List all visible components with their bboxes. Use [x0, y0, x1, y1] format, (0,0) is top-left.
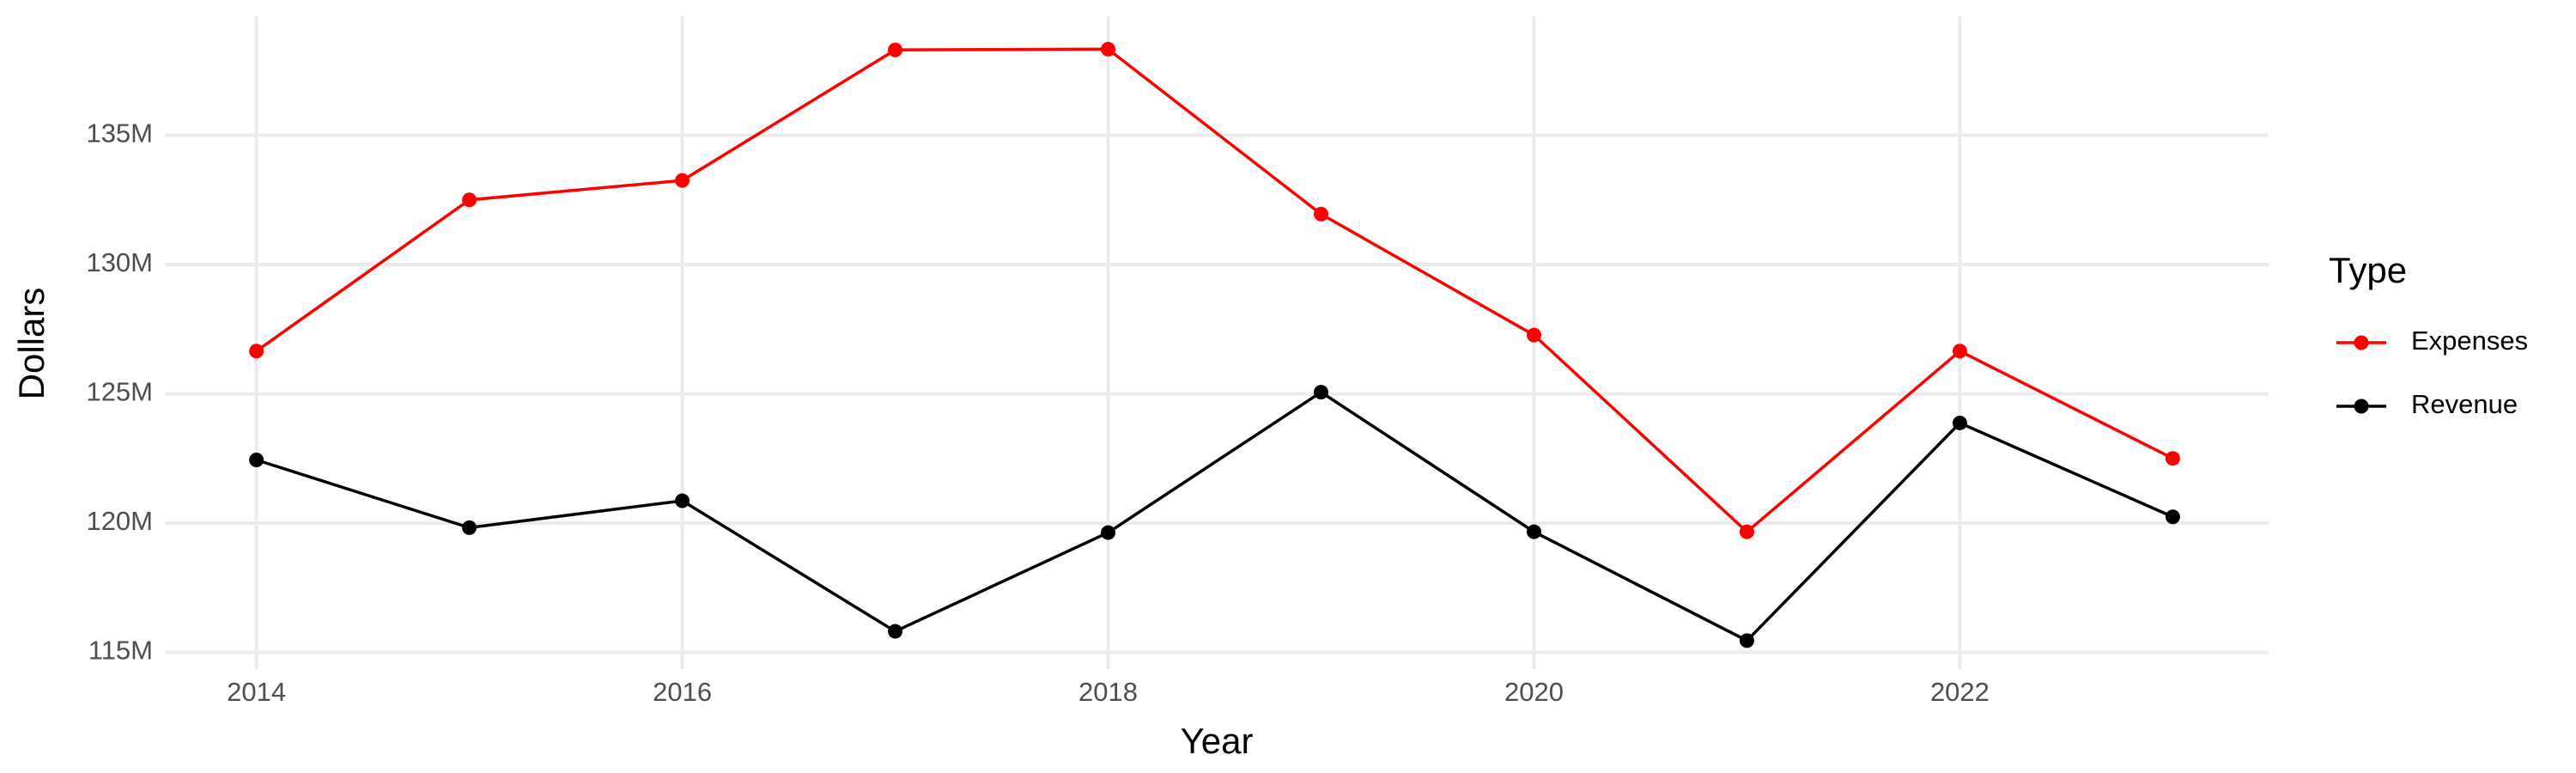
- point: [1314, 385, 1329, 400]
- series-line: [256, 390, 2174, 643]
- x-tick-label: 2016: [653, 677, 712, 707]
- legend-title: Type: [2329, 250, 2407, 290]
- point: [249, 344, 264, 359]
- legend-point: [2354, 335, 2369, 350]
- y-tick-label: 125M: [86, 377, 153, 407]
- series-line: [255, 47, 2174, 534]
- point: [1101, 525, 1116, 540]
- x-axis-title: Year: [1181, 721, 1254, 761]
- grid: [165, 16, 2269, 669]
- y-tick-label: 115M: [88, 636, 153, 666]
- legend-label: Expenses: [2411, 326, 2528, 356]
- point: [2165, 509, 2180, 525]
- x-tick-label: 2022: [1930, 677, 1990, 707]
- point: [462, 192, 477, 208]
- point: [675, 493, 690, 508]
- y-tick-label: 130M: [86, 247, 153, 277]
- x-tick-label: 2018: [1078, 677, 1138, 707]
- point: [888, 42, 903, 58]
- point: [1739, 633, 1754, 648]
- y-tick-label: 135M: [86, 119, 153, 149]
- point: [249, 452, 264, 467]
- point: [1739, 524, 1754, 539]
- point: [1952, 344, 1967, 359]
- y-axis-title: Dollars: [11, 288, 52, 400]
- point: [675, 173, 690, 188]
- legend-point: [2354, 399, 2369, 414]
- point: [1526, 524, 1541, 539]
- x-tick-label: 2020: [1504, 677, 1564, 707]
- point: [2165, 451, 2180, 466]
- point: [1314, 206, 1329, 222]
- point: [1952, 415, 1967, 430]
- legend-label: Revenue: [2411, 389, 2518, 419]
- point: [888, 624, 903, 639]
- point: [462, 520, 477, 535]
- y-tick-label: 120M: [86, 506, 153, 536]
- point: [1101, 41, 1116, 57]
- x-tick-label: 2014: [227, 677, 286, 707]
- point: [1526, 327, 1541, 343]
